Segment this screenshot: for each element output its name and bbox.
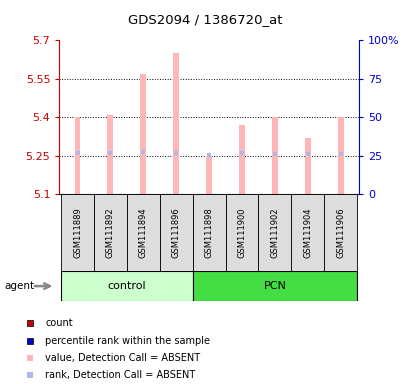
Text: GSM111900: GSM111900 (237, 207, 246, 258)
Bar (324, 194, 356, 271)
Text: GDS2094 / 1386720_at: GDS2094 / 1386720_at (128, 13, 281, 26)
Text: GSM111904: GSM111904 (303, 207, 312, 258)
Point (173, 150, 179, 156)
Bar (173, 53, 179, 194)
Text: GSM111906: GSM111906 (335, 207, 344, 258)
Point (107, 150, 113, 156)
Point (74, 150, 81, 156)
Bar (61, 194, 94, 271)
Bar (61, 271, 192, 301)
Point (271, 151, 277, 157)
Text: PCN: PCN (263, 281, 285, 291)
Text: control: control (107, 281, 146, 291)
Bar (337, 117, 343, 194)
Bar (271, 117, 277, 194)
Bar (192, 194, 225, 271)
Text: GSM111894: GSM111894 (139, 207, 148, 258)
Bar (192, 271, 356, 301)
Text: rank, Detection Call = ABSENT: rank, Detection Call = ABSENT (45, 370, 195, 380)
Bar (238, 125, 244, 194)
Text: GSM111889: GSM111889 (73, 207, 82, 258)
Text: GSM111902: GSM111902 (270, 207, 279, 258)
Point (238, 150, 245, 156)
Text: GSM111896: GSM111896 (171, 207, 180, 258)
Bar (126, 194, 160, 271)
Bar (140, 74, 146, 194)
Bar (258, 194, 291, 271)
Text: GSM111892: GSM111892 (106, 207, 115, 258)
Point (140, 149, 146, 156)
Bar (291, 194, 324, 271)
Bar (107, 114, 113, 194)
Point (205, 152, 212, 159)
Point (337, 151, 343, 157)
Text: value, Detection Call = ABSENT: value, Detection Call = ABSENT (45, 353, 200, 363)
Bar (225, 194, 258, 271)
Point (304, 151, 310, 157)
Text: GSM111898: GSM111898 (204, 207, 213, 258)
Point (27, 355, 33, 361)
Bar (160, 194, 192, 271)
Point (27, 338, 33, 344)
Text: count: count (45, 318, 73, 328)
Bar (74, 117, 80, 194)
Bar (206, 156, 211, 194)
Point (27, 372, 33, 378)
Point (27, 320, 33, 326)
Bar (94, 194, 126, 271)
Text: agent: agent (4, 281, 34, 291)
Bar (304, 137, 310, 194)
Text: percentile rank within the sample: percentile rank within the sample (45, 336, 210, 346)
